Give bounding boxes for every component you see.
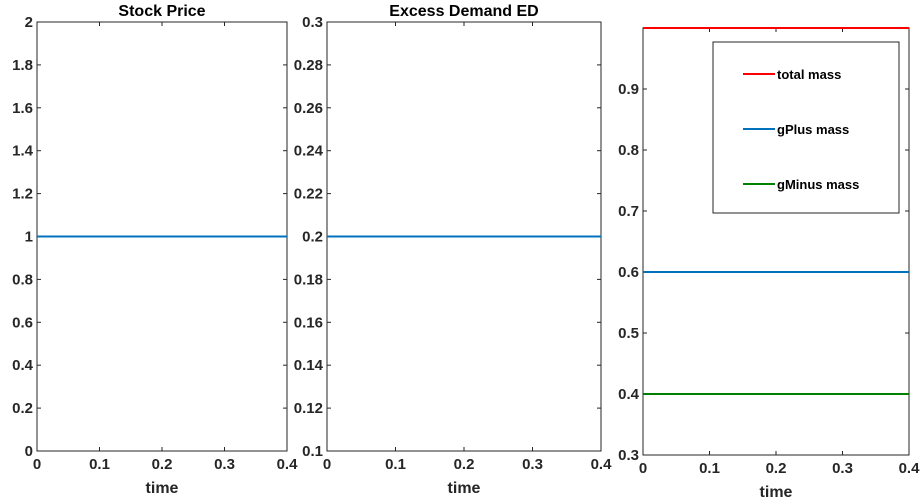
y-tick-label: 0.1 bbox=[302, 443, 323, 460]
y-tick-label: 1.2 bbox=[12, 186, 33, 203]
x-tick-label: 0.1 bbox=[89, 456, 110, 473]
y-tick-label: 0.2 bbox=[302, 229, 323, 246]
y-tick-label: 0.14 bbox=[294, 357, 324, 374]
x-axis-label: time bbox=[146, 480, 179, 497]
x-tick-label: 0.4 bbox=[899, 460, 921, 477]
y-tick-label: 0.4 bbox=[618, 386, 640, 403]
x-tick-label: 0.4 bbox=[591, 456, 613, 473]
legend-entry-label: gMinus mass bbox=[777, 177, 859, 192]
chart-3: 0 0.1 0.2 0.3 0.4 0.3 0.4 0.5 0.6 0.7 0.8 0.9 time to… bbox=[618, 27, 921, 501]
y-tick-label: 0.18 bbox=[294, 271, 323, 288]
x-tick-label: 0.3 bbox=[832, 460, 853, 477]
legend-entry-label: gPlus mass bbox=[777, 122, 849, 137]
x-axis-label: time bbox=[448, 480, 481, 497]
y-tick-label: 1.8 bbox=[12, 57, 33, 74]
chart-title: Excess Demand ED bbox=[389, 3, 538, 20]
y-tick-label: 1 bbox=[25, 229, 33, 246]
x-tick-label: 0 bbox=[323, 456, 331, 473]
y-tick-label: 0.2 bbox=[12, 400, 33, 417]
x-tick-label: 0.2 bbox=[766, 460, 787, 477]
legend-entry-label: total mass bbox=[777, 67, 841, 82]
x-tick-label: 0.2 bbox=[454, 456, 475, 473]
y-tick-label: 0.12 bbox=[294, 400, 323, 417]
x-tick-label: 0.1 bbox=[385, 456, 406, 473]
y-tick-label: 0.24 bbox=[294, 143, 324, 160]
y-tick-label: 0.7 bbox=[618, 203, 639, 220]
y-tick-label: 0 bbox=[25, 443, 33, 460]
y-tick-label: 0.4 bbox=[12, 357, 34, 374]
y-tick-label: 0.3 bbox=[618, 447, 639, 464]
y-tick-label: 0.5 bbox=[618, 325, 639, 342]
x-axis-label: time bbox=[760, 484, 793, 501]
x-tick-label: 0.3 bbox=[214, 456, 235, 473]
y-tick-label: 0.3 bbox=[302, 14, 323, 31]
chart-1: 0 0.1 0.2 0.3 0.4 0 0.2 0.4 0.6 0.8 1 1.2 1.4 1.6 1.8 2… bbox=[12, 3, 298, 497]
x-tick-label: 0 bbox=[639, 460, 647, 477]
x-tick-label: 0.1 bbox=[699, 460, 720, 477]
y-tick-label: 1.4 bbox=[12, 143, 34, 160]
y-tick-label: 0.16 bbox=[294, 314, 323, 331]
legend: total mass gPlus mass gMinus mass bbox=[712, 41, 900, 214]
x-tick-label: 0.3 bbox=[522, 456, 543, 473]
chart-title: Stock Price bbox=[118, 3, 205, 20]
y-tick-label: 0.6 bbox=[618, 264, 639, 281]
y-tick-label: 0.9 bbox=[618, 81, 639, 98]
x-tick-label: 0 bbox=[33, 456, 41, 473]
y-tick-label: 1.6 bbox=[12, 100, 33, 117]
x-tick-label: 0.2 bbox=[152, 456, 173, 473]
x-tick-label: 0.4 bbox=[277, 456, 299, 473]
y-tick-label: 0.26 bbox=[294, 100, 323, 117]
y-tick-label: 0.8 bbox=[618, 142, 639, 159]
y-tick-label: 0.22 bbox=[294, 186, 323, 203]
y-tick-label: 0.28 bbox=[294, 57, 323, 74]
y-tick-label: 2 bbox=[25, 14, 33, 31]
y-tick-label: 0.8 bbox=[12, 271, 33, 288]
y-tick-label: 0.6 bbox=[12, 314, 33, 331]
chart-2: 0 0.1 0.2 0.3 0.40.10.120.140.160.180.20.220… bbox=[294, 3, 612, 497]
